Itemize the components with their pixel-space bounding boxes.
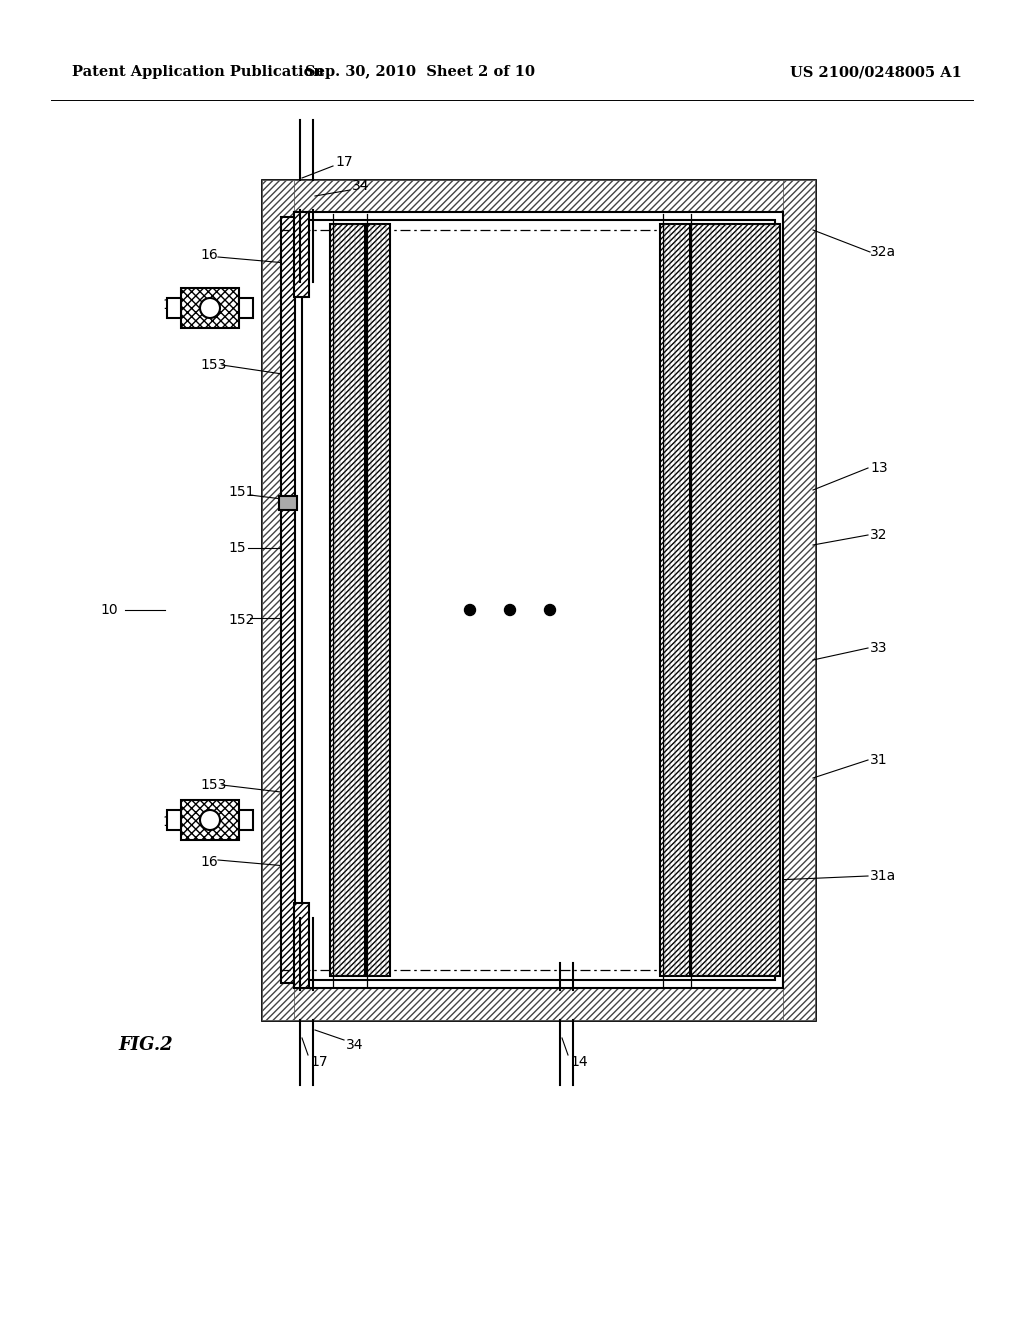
Bar — [181, 800, 239, 840]
Bar — [294, 213, 783, 987]
Text: 152: 152 — [228, 612, 254, 627]
Text: 13: 13 — [870, 461, 888, 475]
Bar — [281, 216, 295, 983]
Bar — [167, 298, 181, 318]
Text: 12: 12 — [162, 814, 179, 829]
Text: 17: 17 — [335, 154, 352, 169]
Bar — [294, 903, 309, 987]
Circle shape — [505, 605, 515, 615]
Text: 34: 34 — [352, 180, 370, 193]
Text: 31: 31 — [870, 752, 888, 767]
Circle shape — [465, 605, 475, 615]
Bar — [330, 224, 365, 975]
Bar — [262, 180, 815, 1020]
Text: 31a: 31a — [870, 869, 896, 883]
Text: 16: 16 — [200, 855, 218, 869]
Text: 15: 15 — [228, 541, 246, 554]
Bar — [660, 224, 690, 975]
Text: 33: 33 — [870, 642, 888, 655]
Bar — [262, 180, 294, 1020]
Bar — [167, 810, 181, 830]
Text: FIG.2: FIG.2 — [118, 1036, 173, 1053]
Text: Sep. 30, 2010  Sheet 2 of 10: Sep. 30, 2010 Sheet 2 of 10 — [305, 65, 535, 79]
Text: 32a: 32a — [870, 246, 896, 259]
Text: 32: 32 — [870, 528, 888, 543]
Bar — [239, 810, 253, 830]
Bar — [302, 220, 775, 979]
Bar — [262, 987, 815, 1020]
Circle shape — [200, 810, 220, 830]
Bar — [691, 224, 780, 975]
Text: 16: 16 — [200, 248, 218, 261]
Text: 153: 153 — [200, 358, 226, 372]
Bar — [294, 213, 309, 297]
Text: 151: 151 — [228, 484, 255, 499]
Text: 11: 11 — [162, 298, 180, 312]
Text: 10: 10 — [100, 603, 118, 616]
Bar — [239, 298, 253, 318]
Bar — [262, 180, 815, 213]
Bar — [279, 496, 297, 510]
Text: Patent Application Publication: Patent Application Publication — [72, 65, 324, 79]
Bar — [783, 180, 815, 1020]
Circle shape — [545, 605, 555, 615]
Text: US 2100/0248005 A1: US 2100/0248005 A1 — [790, 65, 962, 79]
Circle shape — [200, 298, 220, 318]
Text: 34: 34 — [346, 1038, 364, 1052]
Bar — [366, 224, 390, 975]
Bar — [181, 288, 239, 327]
Text: 153: 153 — [200, 777, 226, 792]
Text: 17: 17 — [310, 1055, 328, 1069]
Text: 14: 14 — [570, 1055, 588, 1069]
